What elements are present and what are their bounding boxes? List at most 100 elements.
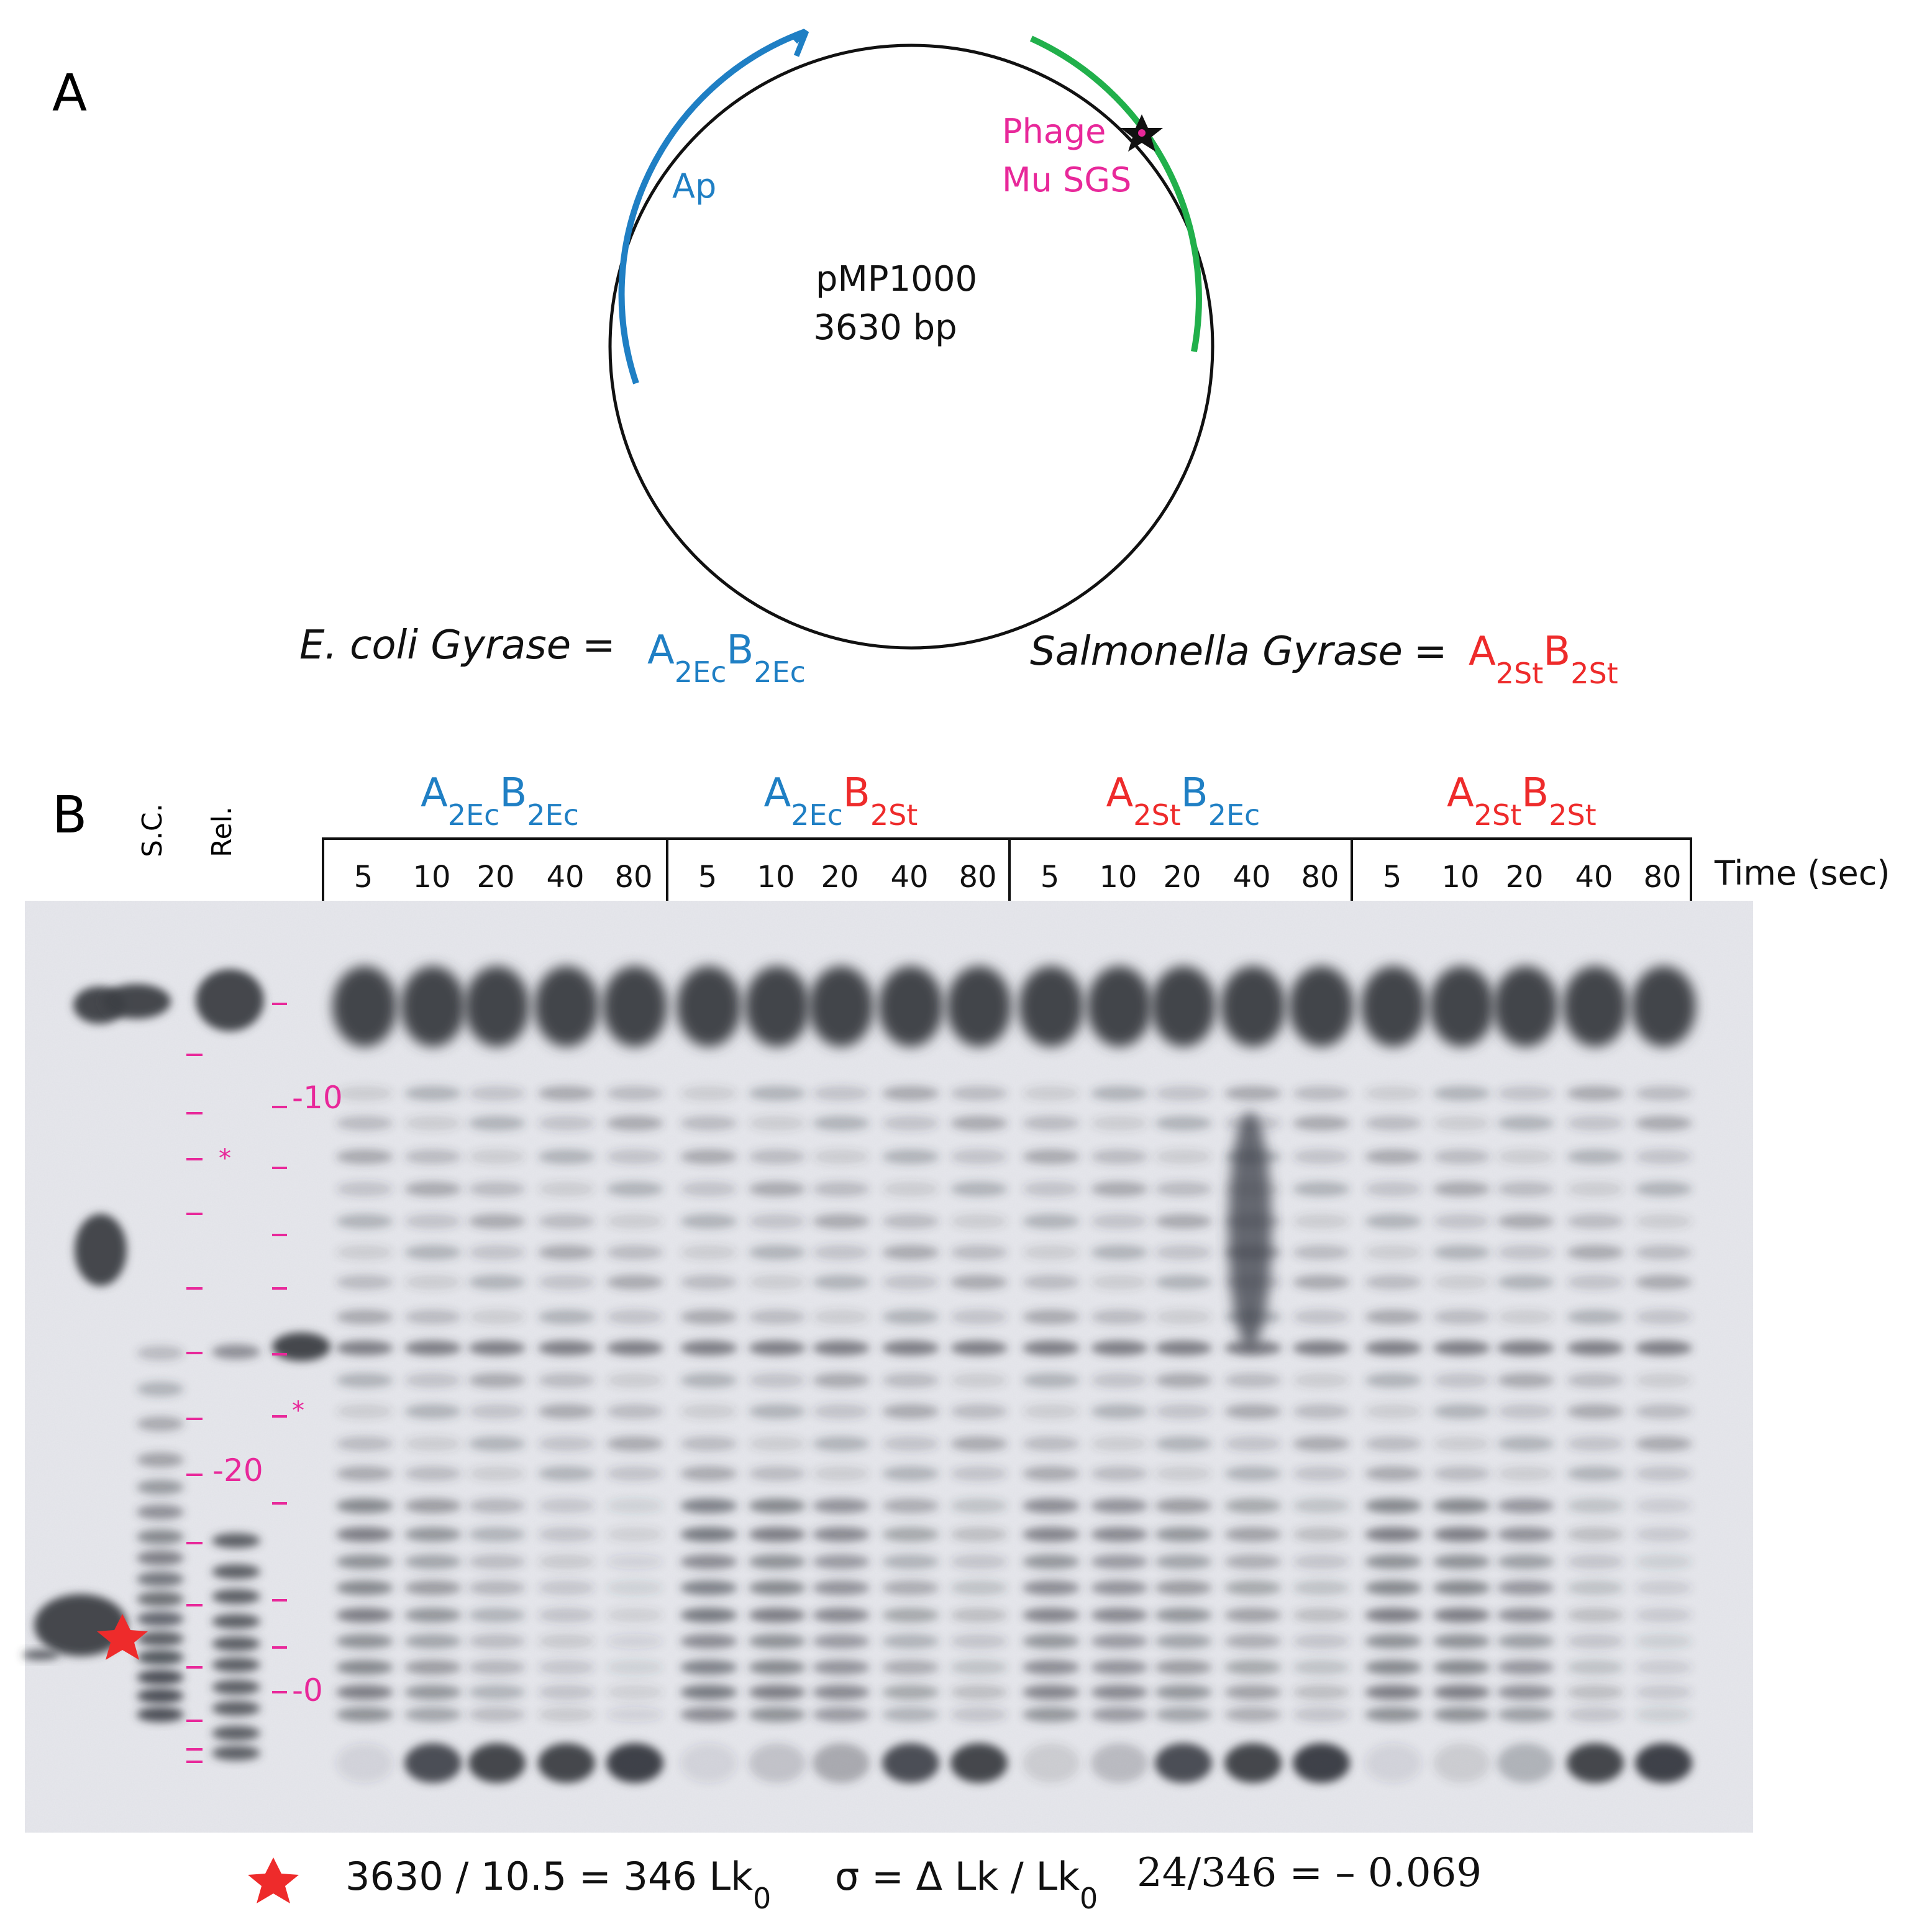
gel-band: [1365, 1404, 1422, 1419]
lane-label-sc: S.C.: [137, 803, 168, 857]
gel-band: [137, 1452, 184, 1467]
gel-band: [813, 1527, 870, 1542]
gel-band: [404, 1086, 462, 1101]
gel-band: [1023, 1634, 1080, 1649]
gel-band: [1497, 1086, 1554, 1101]
gel-band: [468, 1310, 526, 1324]
gel-band: [196, 969, 264, 1031]
gel-band: [950, 1373, 1008, 1388]
gel-band: [336, 1554, 393, 1569]
gel-band: [1497, 1214, 1554, 1229]
red-star-gel-icon: [97, 1614, 148, 1660]
gel-band: [212, 1344, 260, 1359]
sigma-value: 24/346 = – 0.069: [1137, 1850, 1482, 1896]
gel-band: [404, 1214, 462, 1229]
gel-band: [950, 1554, 1008, 1569]
gel-band: [468, 1404, 526, 1419]
gel-band: [1224, 1554, 1282, 1569]
gel-band: [468, 1580, 526, 1595]
gel-band: [882, 1498, 939, 1513]
gel-band: [1567, 1660, 1624, 1675]
gel-band: [404, 1182, 462, 1196]
gel-band: [1293, 1436, 1350, 1451]
gel-band: [882, 1554, 939, 1569]
gel-band: [680, 1554, 737, 1569]
gel-band: [1224, 1608, 1282, 1623]
gel-band: [1497, 1498, 1554, 1513]
gel-band: [606, 1182, 663, 1196]
gel-band: [1293, 1182, 1350, 1196]
gel-band: [950, 1436, 1008, 1451]
group-header: A2StB2Ec: [1106, 770, 1260, 832]
gel-band: [1091, 1707, 1148, 1722]
gel-band: [1091, 1685, 1148, 1700]
gel-band: [1293, 1275, 1350, 1290]
gel-band: [813, 1436, 870, 1451]
time-label: 80: [1643, 860, 1681, 895]
gel-band: [1091, 1245, 1148, 1260]
gel-band: [336, 1466, 393, 1481]
time-label: 5: [1383, 860, 1402, 895]
gel-band: [1497, 1466, 1554, 1481]
gel-band: [1433, 1275, 1490, 1290]
gel-band: [404, 1743, 462, 1783]
gel-band: [336, 1086, 393, 1101]
gel-band: [336, 1373, 393, 1388]
gel-band: [1365, 1527, 1422, 1542]
gel-band: [749, 1310, 806, 1324]
gel-band: [1567, 1214, 1624, 1229]
gel-band: [1155, 1707, 1212, 1722]
gel-band: [606, 1404, 663, 1419]
gel-band: [1635, 1214, 1692, 1229]
gel-band: [1023, 1149, 1080, 1164]
gel-band: [1365, 1608, 1422, 1623]
gel-band: [950, 1116, 1008, 1131]
gel-band: [468, 1086, 526, 1101]
gel-band: [1365, 1580, 1422, 1595]
gel-band: [1091, 1660, 1148, 1675]
gel-band: [1293, 1373, 1350, 1388]
gel-band: [1091, 1436, 1148, 1451]
gel-band: [137, 1572, 184, 1587]
gel-band: [1224, 1436, 1282, 1451]
gel-band: [1224, 1086, 1282, 1101]
gel-band: [404, 1608, 462, 1623]
gel-band: [603, 966, 667, 1047]
gel-band: [1091, 1116, 1148, 1131]
plasmid-size: 3630 bp: [813, 308, 957, 348]
gel-band: [1023, 1182, 1080, 1196]
lane-label-rel: Rel.: [206, 806, 238, 857]
gel-band: [1023, 1404, 1080, 1419]
gel-band: [1224, 1341, 1282, 1356]
gel-band: [1365, 1685, 1422, 1700]
gel-band: [1635, 1149, 1692, 1164]
marker-label-10: -10: [292, 1080, 343, 1116]
gel-band: [1155, 1310, 1212, 1324]
gel-band: [1497, 1436, 1554, 1451]
gel-band: [606, 1498, 663, 1513]
time-label: 10: [412, 860, 450, 895]
gel-band: [22, 1650, 60, 1660]
gel-band: [538, 1182, 595, 1196]
gel-band: [1433, 1685, 1490, 1700]
gel-band: [680, 1498, 737, 1513]
gel-band: [680, 1743, 737, 1783]
marker-asterisk-1: *: [219, 1144, 231, 1173]
gel-band: [538, 1685, 595, 1700]
gel-band: [1497, 1554, 1554, 1569]
gel-band: [1224, 1498, 1282, 1513]
gel-band: [1023, 1116, 1080, 1131]
gel-band: [468, 1634, 526, 1649]
gel-band: [1155, 1498, 1212, 1513]
gel-band: [950, 1404, 1008, 1419]
gel-band: [1497, 1743, 1554, 1783]
gel-band: [749, 1580, 806, 1595]
gel-band: [606, 1245, 663, 1260]
gel-band: [404, 1275, 462, 1290]
gel-band: [1293, 1634, 1350, 1649]
gel-band: [882, 1685, 939, 1700]
time-label: 10: [1441, 860, 1479, 895]
time-label: 10: [1099, 860, 1137, 895]
gel-band: [1567, 1275, 1624, 1290]
gel-band: [468, 1182, 526, 1196]
